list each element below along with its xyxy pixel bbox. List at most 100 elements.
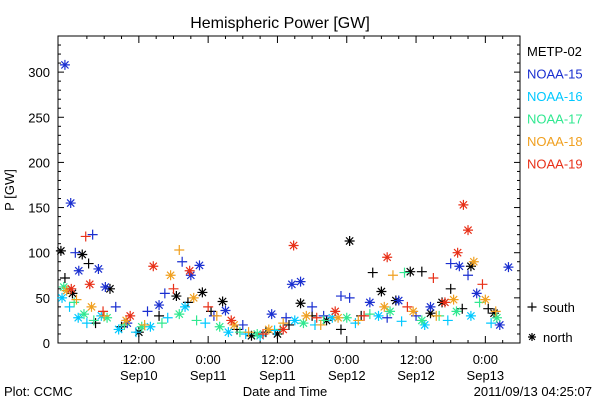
data-point (272, 328, 283, 339)
data-point (344, 235, 355, 246)
y-tick-label: 150 (28, 201, 50, 216)
data-point (298, 318, 309, 329)
data-point (145, 321, 156, 332)
data-point (162, 312, 173, 323)
data-point (90, 318, 101, 329)
legend-entry: METP-02 (527, 44, 582, 59)
legend-marker-symbol (527, 302, 537, 312)
data-point (396, 316, 407, 327)
data-point (154, 300, 165, 311)
data-point (211, 310, 222, 321)
legend: METP-02 NOAA-15 NOAA-16 NOAA-17 NOAA-18 NOAA-… (527, 44, 583, 345)
data-point (69, 297, 80, 308)
chart-title: Hemispheric Power [GW] (190, 15, 370, 32)
data-point (104, 283, 115, 294)
y-tick-label: 250 (28, 110, 50, 125)
data-point (373, 310, 384, 321)
data-point (281, 312, 292, 323)
data-point (234, 327, 245, 338)
data-point (465, 310, 476, 321)
data-point (315, 319, 326, 330)
data-point (67, 288, 78, 299)
data-point (93, 263, 104, 274)
data-point (65, 198, 76, 209)
data-point (200, 318, 211, 329)
plot-timestamp: 2011/09/13 04:25:07 (474, 384, 592, 399)
data-point (490, 306, 501, 317)
data-point (425, 308, 436, 319)
data-point (278, 324, 289, 335)
legend-marker-symbol (528, 333, 536, 341)
x-tick-date: Sep13 (467, 368, 505, 383)
data-point (194, 260, 205, 271)
data-point (237, 319, 248, 330)
data-point (220, 305, 231, 316)
x-tick-time: 0:00 (473, 352, 498, 367)
data-point (491, 312, 502, 323)
y-tick-label: 50 (36, 291, 50, 306)
data-point (66, 283, 77, 294)
data-point (463, 270, 474, 281)
data-point (102, 312, 113, 323)
data-point (217, 296, 228, 307)
data-point (445, 283, 456, 294)
data-point (122, 318, 133, 329)
data-point (80, 231, 91, 242)
data-point (130, 327, 141, 338)
data-point (428, 272, 439, 283)
data-point (344, 292, 355, 303)
data-point (255, 330, 266, 341)
data-point (61, 285, 72, 296)
data-point (121, 315, 132, 326)
data-point (327, 312, 338, 323)
data-point (419, 319, 430, 330)
data-point (503, 262, 514, 273)
data-point (142, 306, 153, 317)
data-point (243, 327, 254, 338)
y-tick-label: 200 (28, 155, 50, 170)
data-point (439, 297, 450, 308)
x-tick-time: 12:00 (123, 352, 156, 367)
data-point (402, 301, 413, 312)
data-point (136, 321, 147, 332)
x-tick-time: 0:00 (334, 352, 359, 367)
data-point (311, 312, 322, 323)
legend-entry: NOAA-19 (527, 157, 583, 172)
data-point (266, 309, 277, 320)
data-point (458, 199, 469, 210)
data-point (364, 297, 375, 308)
data-point (353, 315, 364, 326)
data-point (307, 301, 318, 312)
data-point (295, 276, 306, 287)
data-point (445, 258, 456, 269)
data-point (416, 266, 427, 277)
data-point (454, 261, 465, 272)
data-point (203, 301, 214, 312)
data-point (73, 265, 84, 276)
data-point (284, 319, 294, 330)
data-point (252, 328, 263, 339)
legend-entry: NOAA-16 (527, 89, 583, 104)
data-point (471, 288, 482, 299)
data-point (494, 319, 505, 330)
data-point (191, 315, 202, 326)
data-point (480, 294, 491, 305)
data-point (71, 294, 82, 305)
data-point (359, 310, 370, 321)
data-point (405, 266, 416, 277)
data-point (214, 321, 225, 332)
x-tick-time: 12:00 (400, 352, 433, 367)
data-point (258, 328, 269, 339)
data-point (73, 312, 84, 323)
data-point (399, 267, 410, 278)
data-point (57, 292, 68, 303)
data-point (489, 308, 500, 319)
data-point (468, 256, 479, 267)
x-axis-label: Date and Time (243, 384, 328, 399)
data-point (168, 283, 179, 294)
data-point (139, 319, 150, 330)
data-point (442, 315, 453, 326)
data-point (301, 310, 312, 321)
x-tick-time: 12:00 (261, 352, 294, 367)
